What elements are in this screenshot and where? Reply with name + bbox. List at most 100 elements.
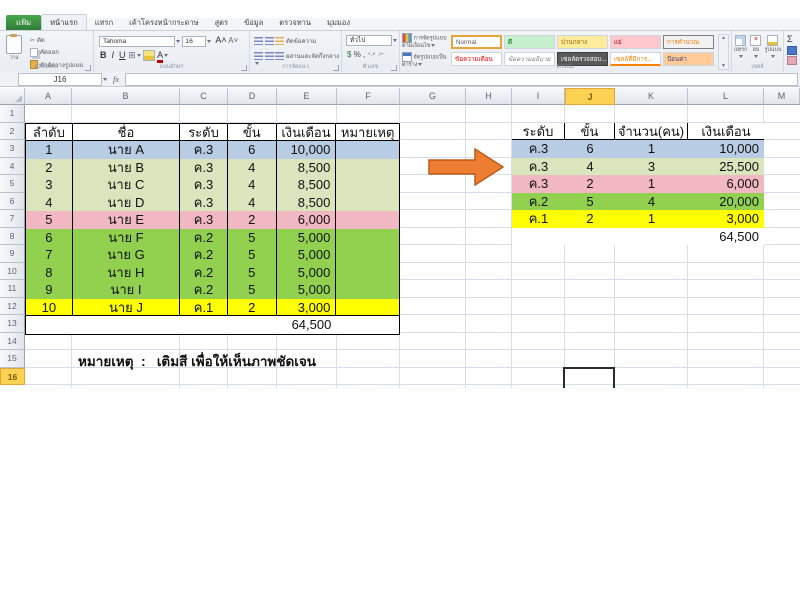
data-cell[interactable]: 8,500 [277, 176, 337, 194]
data-cell[interactable] [336, 194, 399, 212]
cut-button[interactable]: ✂ ตัด [30, 35, 45, 45]
align-right-icon[interactable] [275, 52, 285, 61]
data-cell[interactable]: 4 [586, 158, 594, 174]
data-cell[interactable]: ค.2 [180, 263, 228, 281]
data-cell[interactable]: 5 [26, 211, 73, 229]
row-header-12[interactable]: 12 [0, 297, 25, 315]
data-cell[interactable] [336, 246, 399, 264]
accounting-format-icon[interactable]: $ [347, 50, 352, 59]
gallery-scrollbar[interactable]: ▲ ▼ [718, 34, 729, 70]
data-cell[interactable]: นาย I [73, 281, 181, 299]
data-cell[interactable]: 10 [26, 298, 73, 316]
data-cell[interactable]: 7 [26, 246, 73, 264]
data-cell[interactable]: ค.1 [528, 211, 549, 226]
clear-button[interactable] [787, 56, 797, 65]
grow-font-button[interactable]: A˄ [215, 35, 227, 45]
row-header-14[interactable]: 14 [0, 332, 25, 350]
data-cell[interactable]: 10,000 [719, 141, 759, 156]
right-arrow-shape[interactable] [428, 148, 504, 186]
data-cell[interactable]: 5 [228, 281, 277, 299]
data-cell[interactable]: 6,000 [726, 176, 759, 191]
row-header-15[interactable]: 15 [0, 350, 25, 368]
data-cell[interactable]: 2 [26, 158, 73, 176]
data-cell[interactable] [336, 281, 399, 299]
insert-function-button[interactable]: fx [113, 74, 120, 84]
data-cell[interactable]: นาย D [73, 193, 181, 211]
data-cell[interactable]: 2 [228, 211, 277, 229]
data-cell[interactable]: 2 [227, 298, 277, 316]
empty-cell[interactable] [512, 228, 565, 246]
conditional-formatting-button[interactable]: การจัดรูปแบบตามเงื่อนไข [402, 33, 448, 49]
data-cell[interactable]: นาย J [72, 298, 181, 316]
row-header-11[interactable]: 11 [0, 280, 25, 298]
data-cell[interactable]: ค.1 [180, 298, 228, 316]
comma-style-icon[interactable]: , [363, 50, 366, 59]
data-cell[interactable]: 1 [647, 211, 656, 226]
data-cell[interactable]: นาย E [73, 211, 181, 229]
header-cell[interactable]: ลำดับ [26, 123, 73, 141]
row-header-9[interactable]: 9 [0, 245, 25, 263]
data-cell[interactable]: 5,000 [277, 246, 337, 264]
data-cell[interactable]: ค.2 [180, 228, 228, 246]
header-cell[interactable]: เงินเดือน [688, 123, 764, 140]
data-cell[interactable]: ค.2 [180, 246, 228, 264]
align-center-icon[interactable] [264, 52, 274, 61]
note-text[interactable]: หมายเหตุ : เติมสี เพื่อให้เห็นภาพชัดเจน [78, 354, 317, 369]
fill-color-button[interactable] [143, 50, 156, 62]
total-cell[interactable]: 64,500 [291, 317, 332, 332]
borders-button[interactable]: ⊞ [128, 50, 141, 60]
column-header-E[interactable]: E [277, 88, 337, 105]
data-cell[interactable]: ค.3 [528, 141, 549, 156]
cell-style-bad[interactable]: แย่ [610, 35, 661, 49]
font-size-select[interactable]: 16 [181, 36, 206, 47]
cell-style-good[interactable]: ดี [504, 35, 555, 49]
ribbon-tab-4[interactable]: สูตร [214, 18, 229, 27]
data-cell[interactable]: 4 [26, 193, 73, 211]
data-cell[interactable]: 6 [228, 141, 277, 159]
column-header-I[interactable]: I [512, 88, 565, 105]
wrap-text-button[interactable]: ตัดข้อความ [286, 39, 316, 45]
row-header-16[interactable]: 16 [0, 367, 25, 385]
cell-style-neutral[interactable]: ปานกลาง [557, 35, 608, 49]
gallery-scroll-more-icon[interactable]: ▼ [721, 63, 726, 69]
data-cell[interactable]: นาย F [73, 228, 181, 246]
header-cell[interactable]: เงินเดือน [276, 123, 337, 141]
data-cell[interactable] [336, 264, 399, 282]
cell-style-linked[interactable]: เซลล์ที่มีการ... [610, 52, 661, 66]
ribbon-tab-1[interactable]: หน้าแรก [41, 14, 87, 30]
data-cell[interactable]: ค.3 [180, 158, 228, 176]
data-cell[interactable]: 1 [647, 176, 656, 191]
ribbon-tab-5[interactable]: ข้อมูล [244, 18, 264, 27]
data-cell[interactable]: 6 [26, 228, 73, 246]
percent-style-icon[interactable]: % [353, 50, 361, 59]
ribbon-tab-7[interactable]: มุมมอง [327, 18, 351, 27]
merge-center-button[interactable]: ผสานและจัดกึ่งกลาง [254, 54, 339, 67]
data-cell[interactable]: 1 [647, 141, 656, 156]
data-cell[interactable]: 3 [647, 158, 656, 174]
ribbon-tab-2[interactable]: แทรก [94, 18, 114, 27]
data-cell[interactable]: 2 [586, 176, 594, 191]
data-cell[interactable]: 8,500 [277, 158, 337, 176]
header-cell[interactable]: ขั้น [565, 122, 615, 140]
bold-button[interactable]: B [100, 50, 107, 60]
data-cell[interactable]: 3,000 [276, 298, 337, 316]
data-cell[interactable]: ค.3 [180, 176, 228, 194]
data-cell[interactable]: 3 [26, 176, 73, 194]
data-cell[interactable]: ค.3 [528, 176, 549, 191]
data-cell[interactable]: ค.3 [180, 141, 228, 159]
header-cell[interactable]: ระดับ [180, 123, 228, 141]
row-header-10[interactable]: 10 [0, 262, 25, 280]
data-cell[interactable]: 5 [586, 193, 594, 209]
empty-cell[interactable] [73, 316, 180, 334]
align-left-icon[interactable] [254, 52, 263, 61]
column-header-J[interactable]: J [565, 88, 615, 105]
insert-cells-button[interactable]: แทรก [734, 35, 747, 60]
cell-style-check[interactable]: เซลล์ตรวจสอบ... [557, 52, 608, 66]
clipboard-dialog-launcher[interactable] [85, 65, 91, 71]
column-header-L[interactable]: L [688, 88, 764, 105]
data-cell[interactable]: 5 [228, 246, 277, 264]
header-cell[interactable]: จำนวน(คน) [615, 122, 688, 140]
data-cell[interactable]: 4 [228, 193, 277, 211]
data-cell[interactable]: 5,000 [277, 263, 337, 281]
empty-cell[interactable] [565, 228, 615, 246]
